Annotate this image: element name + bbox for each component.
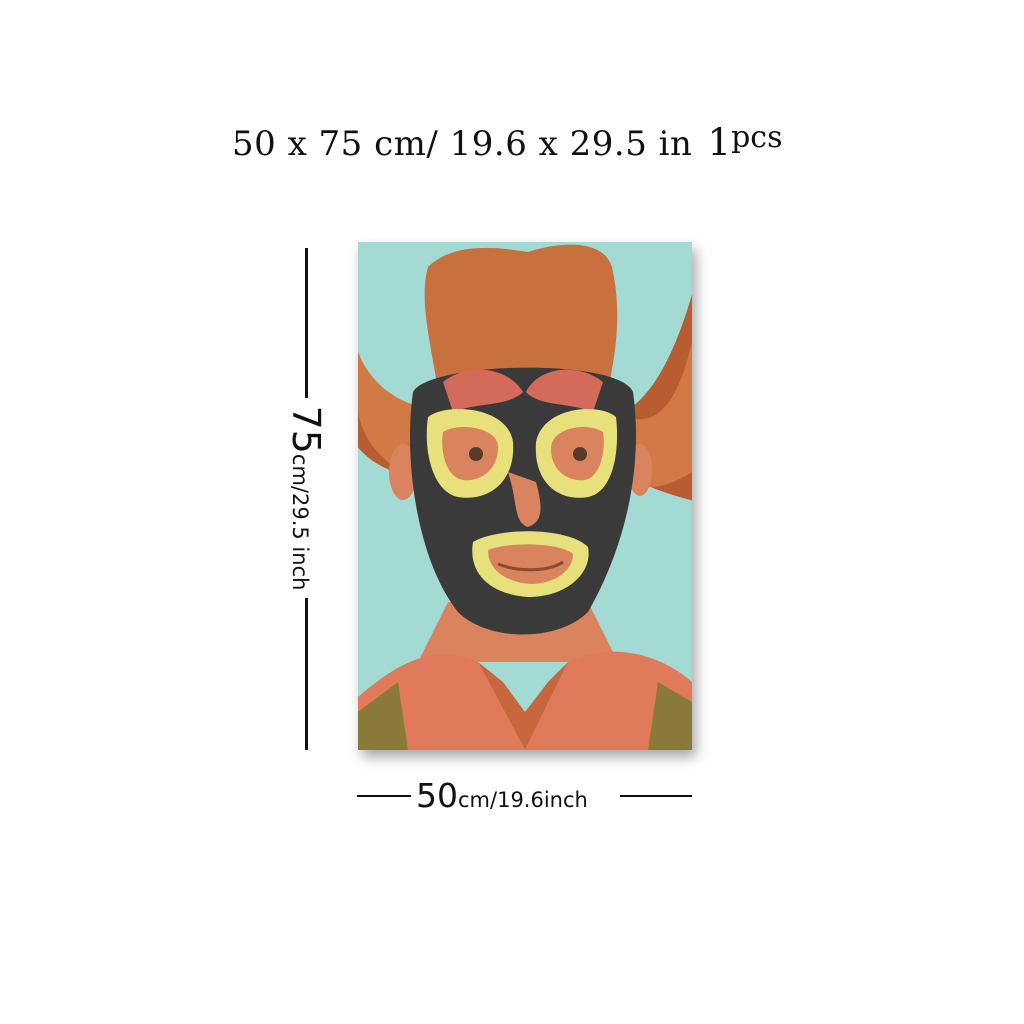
width-value: 50	[416, 776, 458, 815]
height-dimension-line-top	[305, 248, 308, 398]
height-value: 75	[284, 405, 328, 454]
quantity-text: 1pcs	[708, 121, 783, 164]
quantity-number: 1	[707, 121, 732, 164]
width-dimension-line-right	[620, 795, 692, 797]
width-unit-text: cm/19.6inch	[458, 788, 588, 812]
height-dimension-label: 75cm/29.5 inch	[284, 405, 328, 591]
quantity-unit: pcs	[731, 120, 783, 155]
height-dimension-line-bottom	[305, 598, 308, 750]
size-text: 50 x 75 cm/ 19.6 x 29.5 in	[232, 124, 693, 164]
width-dimension-label: 50cm/19.6inch	[416, 779, 588, 812]
canvas-print-artwork	[358, 242, 692, 750]
masked-cowboy-illustration	[358, 242, 692, 750]
width-dimension-line-left	[357, 795, 411, 797]
height-unit-text: cm/29.5 inch	[288, 453, 312, 591]
product-size-headline: 50 x 75 cm/ 19.6 x 29.5 in 1pcs	[232, 121, 783, 164]
